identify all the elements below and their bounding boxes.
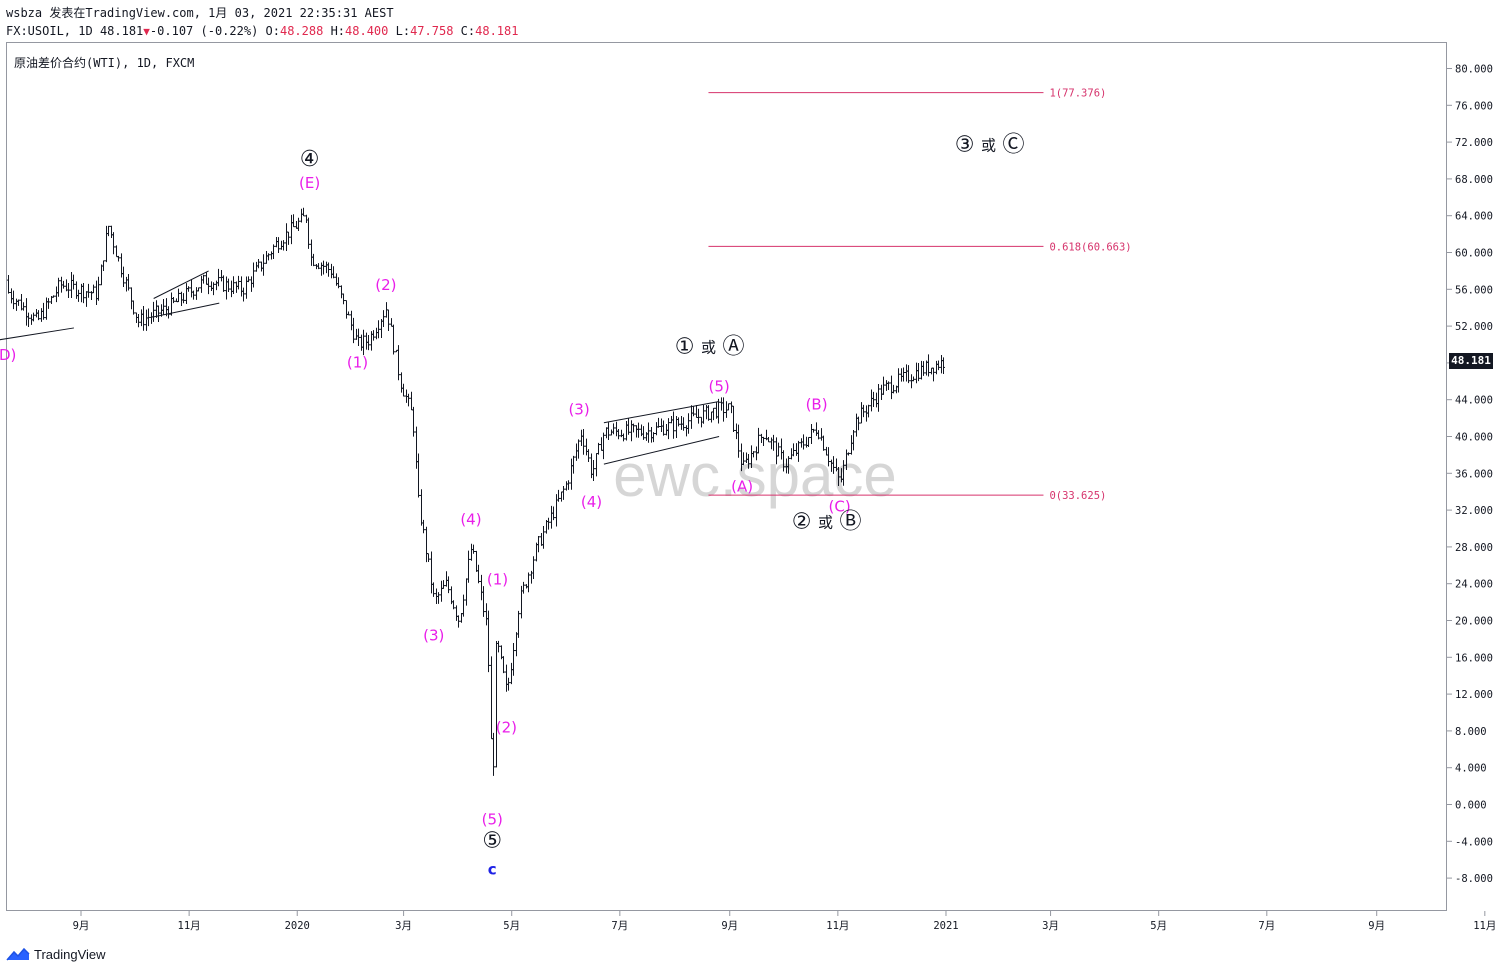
- time-tick-label: 11月: [826, 920, 849, 932]
- price-tick-label: 8.000: [1455, 726, 1487, 738]
- drawings: 1(77.376) 0.618(60.663) 0(33.625): [0, 88, 1132, 502]
- price-tick-label: 20.000: [1455, 616, 1493, 628]
- trend-line[interactable]: [153, 302, 220, 318]
- chart-symbol-title: 原油差价合约(WTI), 1D, FXCM: [14, 56, 195, 70]
- fib-level-label: 0.618(60.663): [1049, 241, 1131, 253]
- wave-label: (2): [496, 719, 517, 737]
- ohlc-bars: [7, 207, 945, 776]
- wave-label: (3): [423, 627, 444, 645]
- legend-high-label: H:: [330, 24, 346, 38]
- alt-wave-label-secondary: Ⓑ: [839, 510, 861, 535]
- price-tick-label: 80.000: [1455, 64, 1493, 76]
- alt-wave-label-secondary: Ⓒ: [1003, 132, 1025, 157]
- price-tick-label: 0.000: [1455, 800, 1487, 812]
- legend-open: 48.288: [279, 24, 324, 38]
- price-tick-label: 76.000: [1455, 100, 1493, 112]
- time-tick-label: 9月: [1368, 920, 1385, 932]
- chart-pane[interactable]: [6, 42, 1447, 911]
- wave-label: c: [488, 861, 497, 879]
- time-tick-label: 9月: [73, 920, 90, 932]
- price-axis[interactable]: 80.000 76.000 72.000 68.000 64.000 60.000 56.0…: [1447, 64, 1493, 886]
- price-tick-label: 12.000: [1455, 689, 1493, 701]
- trend-line[interactable]: [0, 327, 74, 342]
- alt-wave-label-primary: ①: [675, 335, 695, 360]
- legend-low-label: L:: [395, 24, 411, 38]
- price-tick-label: 68.000: [1455, 174, 1493, 186]
- time-tick-label: 9月: [721, 920, 738, 932]
- alt-wave-label-or: 或: [981, 136, 996, 154]
- time-tick-label: 11月: [1473, 920, 1496, 932]
- wave-label: (D): [0, 346, 16, 364]
- price-tick-label: 32.000: [1455, 505, 1493, 517]
- wave-label: (4): [581, 493, 602, 511]
- alt-wave-label-primary: ②: [792, 510, 812, 535]
- time-tick-label: 7月: [1258, 920, 1275, 932]
- wave-label: (C): [829, 498, 851, 516]
- fib-level-label: 0(33.625): [1049, 490, 1106, 502]
- legend-last: 48.181: [99, 24, 144, 38]
- publish-info: wsbza 发表在TradingView.com, 1月 03, 2021 22…: [6, 6, 394, 20]
- price-tick-label: 24.000: [1455, 579, 1493, 591]
- legend-high: 48.400: [345, 24, 389, 38]
- wave-label: (2): [375, 276, 396, 294]
- wave-labels: (D)④(E)(1)(2)(3)(4)(5)⑤c(1)(2)(3)(4)(5)(…: [0, 132, 1025, 878]
- alt-wave-label-primary: ③: [955, 132, 975, 157]
- time-axis[interactable]: 9月 11月 2020 3月 5月 7月 9月 11月 2021 3月 5月 7月 9月 11月: [73, 911, 1497, 932]
- time-tick-label: 11月: [178, 920, 201, 932]
- last-price-badge: 48.181: [1449, 353, 1493, 370]
- wave-label: (1): [487, 571, 508, 589]
- price-tick-label: 64.000: [1455, 211, 1493, 223]
- wave-label: (5): [482, 811, 503, 829]
- wave-label: ⑤: [482, 829, 502, 854]
- price-tick-label: -4.000: [1455, 836, 1493, 848]
- alt-wave-label-or: 或: [701, 339, 716, 357]
- wave-label: (1): [347, 353, 368, 371]
- wave-label: (5): [708, 377, 729, 395]
- price-tick-label: 28.000: [1455, 542, 1493, 554]
- wave-label: (E): [299, 174, 320, 192]
- price-tick-label: 60.000: [1455, 248, 1493, 260]
- alt-wave-label-secondary: Ⓐ: [722, 335, 744, 360]
- price-tick-label: -8.000: [1455, 873, 1493, 885]
- price-tick-label: 16.000: [1455, 652, 1493, 664]
- legend-symbol: FX:USOIL, 1D: [6, 24, 93, 38]
- legend-low: 47.758: [410, 24, 454, 38]
- price-tick-label: 40.000: [1455, 432, 1493, 444]
- alt-wave-label-or: 或: [818, 514, 833, 532]
- wave-label: (A): [731, 477, 753, 495]
- time-tick-label: 3月: [1042, 920, 1059, 932]
- trend-line[interactable]: [603, 401, 720, 424]
- tradingview-branding: TradingView: [6, 946, 106, 962]
- time-tick-label: 2021: [933, 920, 958, 932]
- price-tick-label: 56.000: [1455, 284, 1493, 296]
- price-tick-label: 72.000: [1455, 137, 1493, 149]
- legend-open-label: O:: [265, 24, 280, 38]
- price-tick-label: 52.000: [1455, 321, 1493, 333]
- legend-close: 48.181: [475, 24, 519, 38]
- time-tick-label: 7月: [611, 920, 628, 932]
- price-tick-label: 4.000: [1455, 763, 1487, 775]
- price-tick-label: 44.000: [1455, 395, 1493, 407]
- trend-line[interactable]: [603, 436, 720, 465]
- tradingview-logo-icon: [6, 947, 30, 961]
- legend-close-label: C:: [460, 24, 476, 38]
- down-triangle-icon: ▼: [143, 25, 150, 38]
- wave-label: (4): [460, 511, 481, 529]
- price-tick-label: 36.000: [1455, 468, 1493, 480]
- ohlc-legend: FX:USOIL, 1D 48.181▼-0.107 (-0.22%) O:48…: [6, 24, 518, 39]
- legend-change: -0.107 (-0.22%): [149, 24, 259, 38]
- tradingview-wordmark: TradingView: [34, 946, 106, 962]
- wave-label: (B): [806, 396, 828, 414]
- wave-label: (3): [568, 400, 589, 418]
- wave-label: ④: [300, 147, 320, 172]
- fib-level-label: 1(77.376): [1049, 88, 1106, 100]
- trend-line[interactable]: [153, 270, 209, 299]
- time-tick-label: 2020: [285, 920, 310, 932]
- time-tick-label: 3月: [395, 920, 412, 932]
- time-tick-label: 5月: [503, 920, 520, 932]
- time-tick-label: 5月: [1150, 920, 1167, 932]
